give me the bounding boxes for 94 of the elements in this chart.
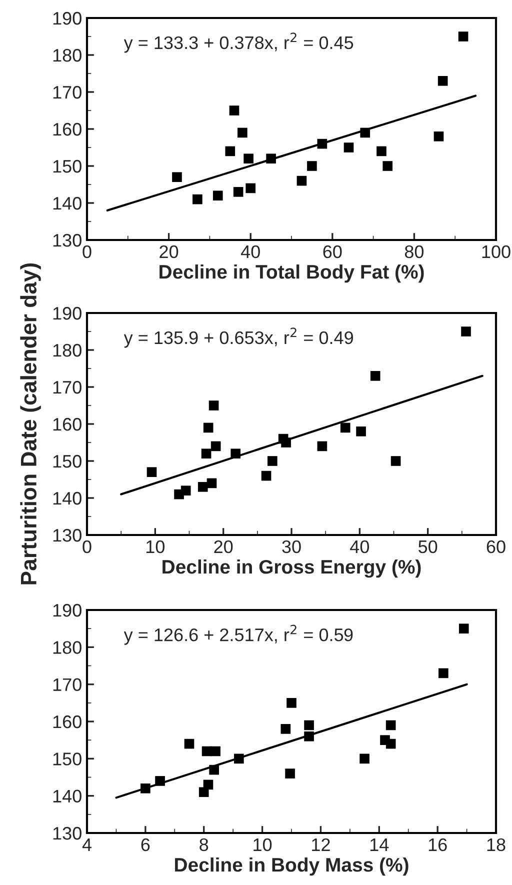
y-tick-label: 140 <box>53 790 82 803</box>
point <box>184 738 194 749</box>
x-tick-label: 40 <box>350 540 370 554</box>
x-tick-label: 20 <box>160 245 178 258</box>
point <box>146 467 157 478</box>
x-tick-label: 30 <box>282 540 301 554</box>
x-tick-label: 40 <box>240 245 260 258</box>
point <box>458 32 468 42</box>
x-tick-label: 0 <box>82 245 92 258</box>
x-tick-label: 0 <box>82 540 92 554</box>
x-tick-label: 60 <box>323 245 342 258</box>
y-tick-label: 160 <box>53 715 82 728</box>
point <box>229 106 240 116</box>
y-tick-label: 180 <box>53 641 82 654</box>
x-tick-label: 20 <box>214 540 233 554</box>
point <box>238 128 248 138</box>
x-axis-title: Decline in Total Body Fat (%) <box>160 264 424 283</box>
x-tick-label: 80 <box>404 245 424 258</box>
point <box>233 186 244 197</box>
point <box>356 426 366 436</box>
annotation: y = 126.6 + 2.517x, r$^{2}$ = 0.59 <box>124 624 353 645</box>
x-tick-label: 100 <box>482 245 510 258</box>
y-tick-label: 190 <box>53 306 82 320</box>
annotation: y = 133.3 + 0.378x, r$^{2}$ = 0.45 <box>124 32 354 53</box>
point <box>390 456 401 466</box>
point <box>382 161 393 171</box>
x-tick-label: 4 <box>82 838 92 851</box>
y-tick-label: 140 <box>53 196 82 210</box>
point <box>304 720 314 730</box>
point <box>192 194 202 204</box>
x-tick-label: 10 <box>254 838 272 852</box>
y-tick-label: 130 <box>53 528 82 542</box>
point <box>203 780 214 790</box>
x-tick-label: 60 <box>486 540 506 554</box>
point <box>225 146 236 156</box>
x-axis-title: Decline in Gross Energy (%) <box>162 559 421 578</box>
point <box>340 422 350 433</box>
y-tick-label: 130 <box>53 826 82 840</box>
point <box>261 470 272 481</box>
y-tick-label: 150 <box>53 160 82 173</box>
point <box>244 154 254 164</box>
point <box>268 456 278 466</box>
point <box>180 486 191 496</box>
y-tick-label: 190 <box>53 604 82 617</box>
point <box>386 738 396 749</box>
point <box>434 131 444 142</box>
point <box>198 482 208 492</box>
y-tick-label: 170 <box>53 678 82 692</box>
x-tick-label: 8 <box>200 838 208 852</box>
point <box>370 370 380 381</box>
point <box>317 441 328 452</box>
point <box>376 146 386 156</box>
y-tick-label: 170 <box>53 86 82 99</box>
x-tick-label: 14 <box>370 838 389 851</box>
x-tick-label: 18 <box>487 838 506 852</box>
x-tick-label: 16 <box>428 838 447 852</box>
point <box>461 326 471 336</box>
y-axis-title: Parturition Date (calender day) <box>20 263 41 584</box>
y-tick-label: 160 <box>53 418 82 431</box>
y-tick-label: 150 <box>53 752 82 766</box>
y-tick-label: 140 <box>53 492 82 505</box>
x-tick-label: 50 <box>418 540 438 554</box>
x-tick-label: 6 <box>141 838 150 852</box>
point <box>360 754 370 764</box>
point <box>344 142 354 152</box>
point <box>286 698 296 708</box>
point <box>285 768 295 778</box>
point <box>210 441 221 452</box>
point <box>438 76 448 86</box>
x-tick-label: 12 <box>312 838 330 851</box>
x-tick-label: 10 <box>146 540 165 554</box>
y-tick-label: 130 <box>53 234 82 247</box>
y-tick-label: 180 <box>53 48 82 62</box>
point <box>296 176 307 186</box>
annotation: y = 135.9 + 0.653x, r$^{2}$ = 0.49 <box>124 328 353 348</box>
point <box>386 720 396 730</box>
point <box>280 724 291 734</box>
point <box>210 746 220 756</box>
point <box>208 400 219 410</box>
point <box>203 422 214 433</box>
point <box>438 668 448 678</box>
point <box>172 172 182 182</box>
y-tick-label: 170 <box>53 380 82 394</box>
y-tick-label: 160 <box>53 122 82 136</box>
y-tick-label: 180 <box>53 344 82 357</box>
y-tick-label: 190 <box>53 12 82 25</box>
point <box>307 161 317 171</box>
point <box>206 478 217 488</box>
y-tick-label: 150 <box>53 454 82 468</box>
point <box>212 190 223 201</box>
x-axis-title: Decline in Body Mass (%) <box>175 857 408 876</box>
point <box>201 448 212 459</box>
point <box>458 624 469 634</box>
point <box>246 183 256 194</box>
